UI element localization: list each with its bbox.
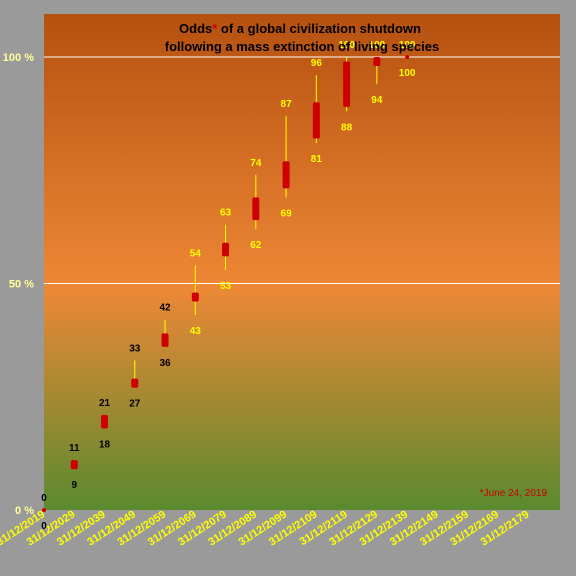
high-label-3: 33 <box>129 344 141 355</box>
low-label-9: 81 <box>311 154 323 165</box>
low-label-3: 27 <box>129 399 141 410</box>
chart-title-line1: Odds* of a global civilization shutdown <box>179 21 421 36</box>
high-label-1: 11 <box>69 443 80 454</box>
high-label-11: 100 <box>369 40 386 51</box>
y-tick-label-2: 100 % <box>3 52 34 64</box>
high-label-7: 74 <box>250 158 262 169</box>
candle-9 <box>312 102 320 139</box>
candle-10 <box>343 61 351 107</box>
low-label-2: 18 <box>99 439 111 450</box>
chart-title-line2: following a mass extinction of living sp… <box>165 39 440 54</box>
title-prefix: Odds <box>179 21 212 36</box>
candle-11 <box>373 57 381 67</box>
low-label-5: 43 <box>190 326 202 337</box>
low-label-4: 36 <box>159 358 171 369</box>
plot-area <box>44 14 560 510</box>
candles-layer <box>42 55 410 512</box>
low-label-1: 9 <box>71 480 77 491</box>
title-asterisk: * <box>212 21 218 36</box>
high-label-9: 96 <box>311 58 323 69</box>
value-labels-layer: 0 0 11 9 21 18 33 27 42 36 54 43 63 53 74 62 87 69 96 81 100… <box>41 40 416 532</box>
high-label-12: 100 <box>399 40 416 51</box>
high-label-5: 54 <box>190 248 202 259</box>
candle-1 <box>70 460 78 470</box>
y-tick-label-1: 50 % <box>9 279 34 291</box>
title-suffix: of a global civilization shutdown <box>217 21 421 36</box>
y-axis: 0 % 50 % 100 % <box>3 52 34 517</box>
grid-layer <box>44 56 560 284</box>
low-label-12: 100 <box>399 68 416 79</box>
candle-4 <box>161 333 169 347</box>
low-label-0: 0 <box>41 521 47 532</box>
high-label-2: 21 <box>99 398 111 409</box>
candle-7 <box>252 197 260 221</box>
candle-3 <box>131 378 139 388</box>
candle-0 <box>42 508 46 512</box>
low-label-8: 69 <box>281 208 293 219</box>
low-label-10: 88 <box>341 122 353 133</box>
candle-5 <box>191 292 199 302</box>
low-label-7: 62 <box>250 240 262 251</box>
candle-8 <box>282 161 290 189</box>
high-label-10: 100 <box>338 40 355 51</box>
high-label-0: 0 <box>41 493 47 504</box>
y-tick-label-0: 0 % <box>15 505 34 517</box>
candle-2 <box>101 414 109 429</box>
high-label-6: 63 <box>220 208 232 219</box>
high-label-8: 87 <box>281 99 293 110</box>
footnote: *June 24, 2019 <box>480 488 548 499</box>
low-label-11: 94 <box>371 95 383 106</box>
x-axis: 31/12/201931/12/202931/12/203931/12/2049… <box>0 508 531 548</box>
low-label-6: 53 <box>220 281 232 292</box>
candle-12 <box>405 55 410 59</box>
high-label-4: 42 <box>159 303 171 314</box>
candle-6 <box>222 242 230 257</box>
